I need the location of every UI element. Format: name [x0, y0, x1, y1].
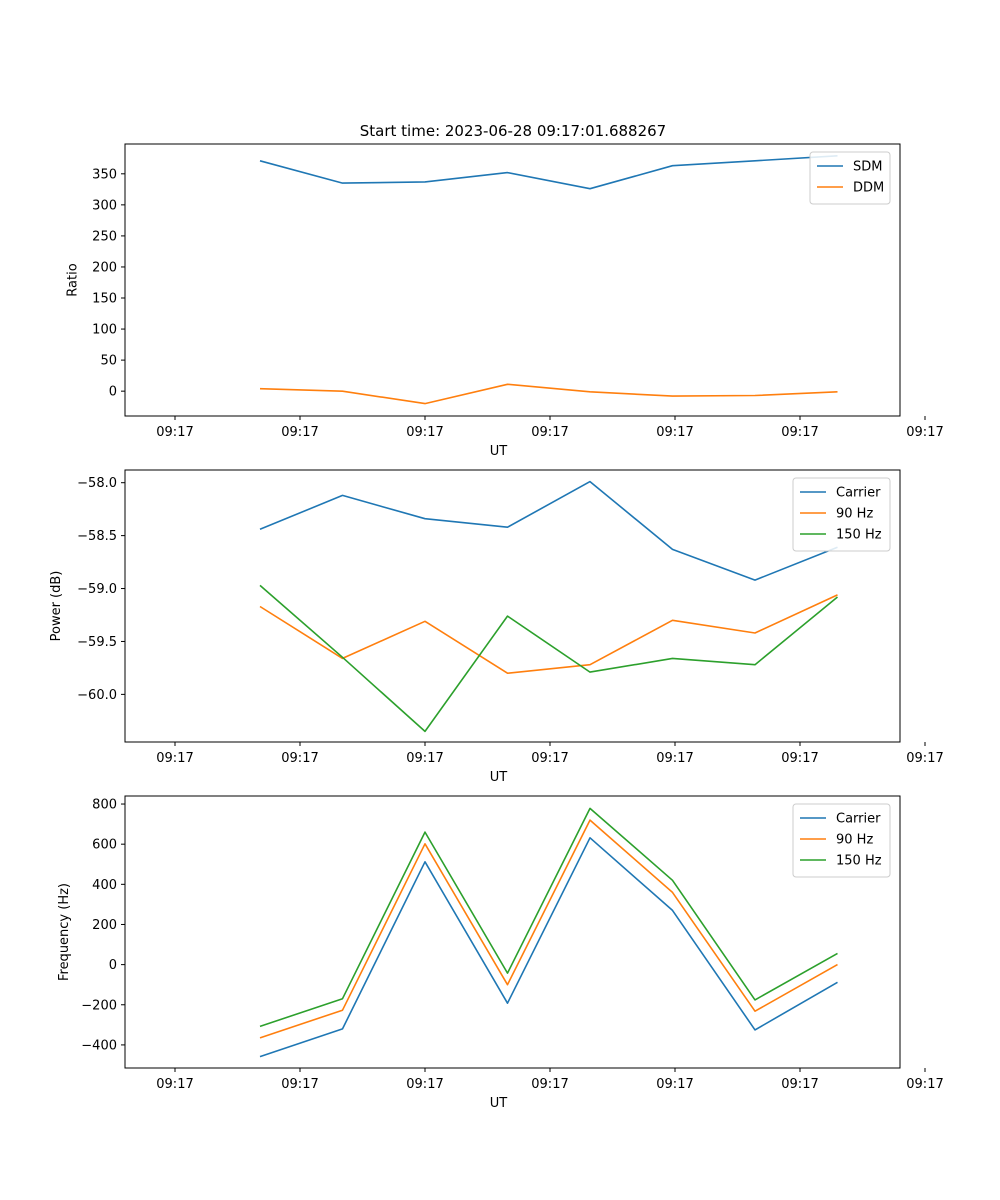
x-axis-label-frequency: UT — [490, 1096, 508, 1111]
x-tick-label-ratio-6: 09:17 — [906, 425, 943, 440]
x-tick-label-frequency-5: 09:17 — [781, 1077, 818, 1092]
x-tick-label-power-3: 09:17 — [531, 751, 568, 766]
legend-label-power-0: Carrier — [836, 486, 881, 501]
axes-frame-power — [124, 469, 901, 743]
y-axis-label-frequency: Frequency (Hz) — [57, 883, 72, 981]
x-tick-label-ratio-4: 09:17 — [656, 425, 693, 440]
y-tick-label-power-3: −58.5 — [77, 529, 117, 544]
x-tick-label-power-4: 09:17 — [656, 751, 693, 766]
x-tick-label-ratio-5: 09:17 — [781, 425, 818, 440]
series-line-frequency-1 — [259, 819, 838, 1039]
x-tick-label-frequency-3: 09:17 — [531, 1077, 568, 1092]
series-line-frequency-0 — [259, 836, 838, 1058]
x-tick-label-frequency-6: 09:17 — [906, 1077, 943, 1092]
x-tick-label-power-0: 09:17 — [156, 751, 193, 766]
y-tick-label-ratio-4: 200 — [92, 260, 117, 275]
series-line-frequency-2 — [259, 807, 838, 1028]
legend-label-frequency-2: 150 Hz — [836, 854, 882, 869]
legend-label-power-1: 90 Hz — [836, 507, 873, 522]
y-tick-label-frequency-2: 0 — [109, 958, 117, 973]
x-tick-label-frequency-0: 09:17 — [156, 1077, 193, 1092]
plot-power: 09:17 09:17 09:17 09:17 09:17 09:17 09:17 −60.0… — [49, 469, 944, 785]
x-tick-label-power-2: 09:17 — [406, 751, 443, 766]
y-tick-label-power-0: −60.0 — [77, 688, 117, 703]
x-tick-label-power-5: 09:17 — [781, 751, 818, 766]
series-line-power-1 — [259, 594, 838, 675]
axes-frame-frequency — [124, 795, 901, 1069]
legend-frequency: Carrier 90 Hz 150 Hz — [792, 803, 891, 878]
y-tick-label-power-1: −59.5 — [77, 635, 117, 650]
y-axis-label-power: Power (dB) — [49, 571, 64, 642]
legend-box-ratio — [809, 151, 891, 205]
legend-label-power-2: 150 Hz — [836, 528, 882, 543]
legend-label-ratio-0: SDM — [853, 160, 882, 175]
y-axis-label-ratio: Ratio — [65, 263, 80, 296]
x-tick-label-frequency-1: 09:17 — [281, 1077, 318, 1092]
axes-frame-ratio — [124, 143, 901, 417]
y-tick-label-ratio-6: 300 — [92, 198, 117, 213]
y-tick-label-ratio-1: 50 — [100, 354, 117, 369]
x-tick-label-power-6: 09:17 — [906, 751, 943, 766]
x-tick-label-ratio-2: 09:17 — [406, 425, 443, 440]
series-line-power-2 — [259, 584, 839, 733]
legend-label-frequency-0: Carrier — [836, 812, 881, 827]
x-tick-label-frequency-2: 09:17 — [406, 1077, 443, 1092]
series-line-power-0 — [259, 480, 838, 581]
plot-frequency: 09:17 09:17 09:17 09:17 09:17 09:17 09:17 −400 −… — [57, 795, 944, 1111]
y-tick-label-ratio-5: 250 — [92, 229, 117, 244]
y-tick-label-frequency-5: 600 — [92, 838, 117, 853]
x-axis-label-ratio: UT — [490, 444, 508, 459]
y-tick-label-ratio-2: 100 — [92, 323, 117, 338]
y-tick-label-ratio-3: 150 — [92, 292, 117, 307]
x-tick-label-ratio-0: 09:17 — [156, 425, 193, 440]
y-tick-label-frequency-0: −400 — [81, 1038, 117, 1053]
charts-container: 09:17 09:17 09:17 09:17 09:17 09:17 09:17 0 50 10… — [49, 143, 944, 1111]
legend-power: Carrier 90 Hz 150 Hz — [792, 477, 891, 552]
legend-label-frequency-1: 90 Hz — [836, 833, 873, 848]
x-tick-label-ratio-3: 09:17 — [531, 425, 568, 440]
y-tick-label-frequency-3: 200 — [92, 918, 117, 933]
figure-title: Start time: 2023-06-28 09:17:01.688267 — [360, 122, 666, 140]
plot-ratio: 09:17 09:17 09:17 09:17 09:17 09:17 09:17 0 50 10… — [65, 143, 944, 459]
x-axis-label-power: UT — [490, 770, 508, 785]
legend-ratio: SDM DDM — [809, 151, 891, 205]
series-line-ratio-1 — [259, 383, 838, 405]
y-tick-label-frequency-1: −200 — [81, 998, 117, 1013]
x-tick-label-power-1: 09:17 — [281, 751, 318, 766]
legend-box-power — [792, 477, 891, 552]
x-tick-label-frequency-4: 09:17 — [656, 1077, 693, 1092]
y-tick-label-power-4: −58.0 — [77, 476, 117, 491]
y-tick-label-power-2: −59.0 — [77, 582, 117, 597]
x-tick-label-ratio-1: 09:17 — [281, 425, 318, 440]
y-tick-label-ratio-7: 350 — [92, 167, 117, 182]
series-line-ratio-0 — [259, 155, 838, 190]
y-tick-label-frequency-4: 400 — [92, 878, 117, 893]
y-tick-label-ratio-0: 0 — [109, 385, 117, 400]
y-tick-label-frequency-6: 800 — [92, 798, 117, 813]
legend-label-ratio-1: DDM — [853, 181, 884, 196]
legend-box-frequency — [792, 803, 891, 878]
